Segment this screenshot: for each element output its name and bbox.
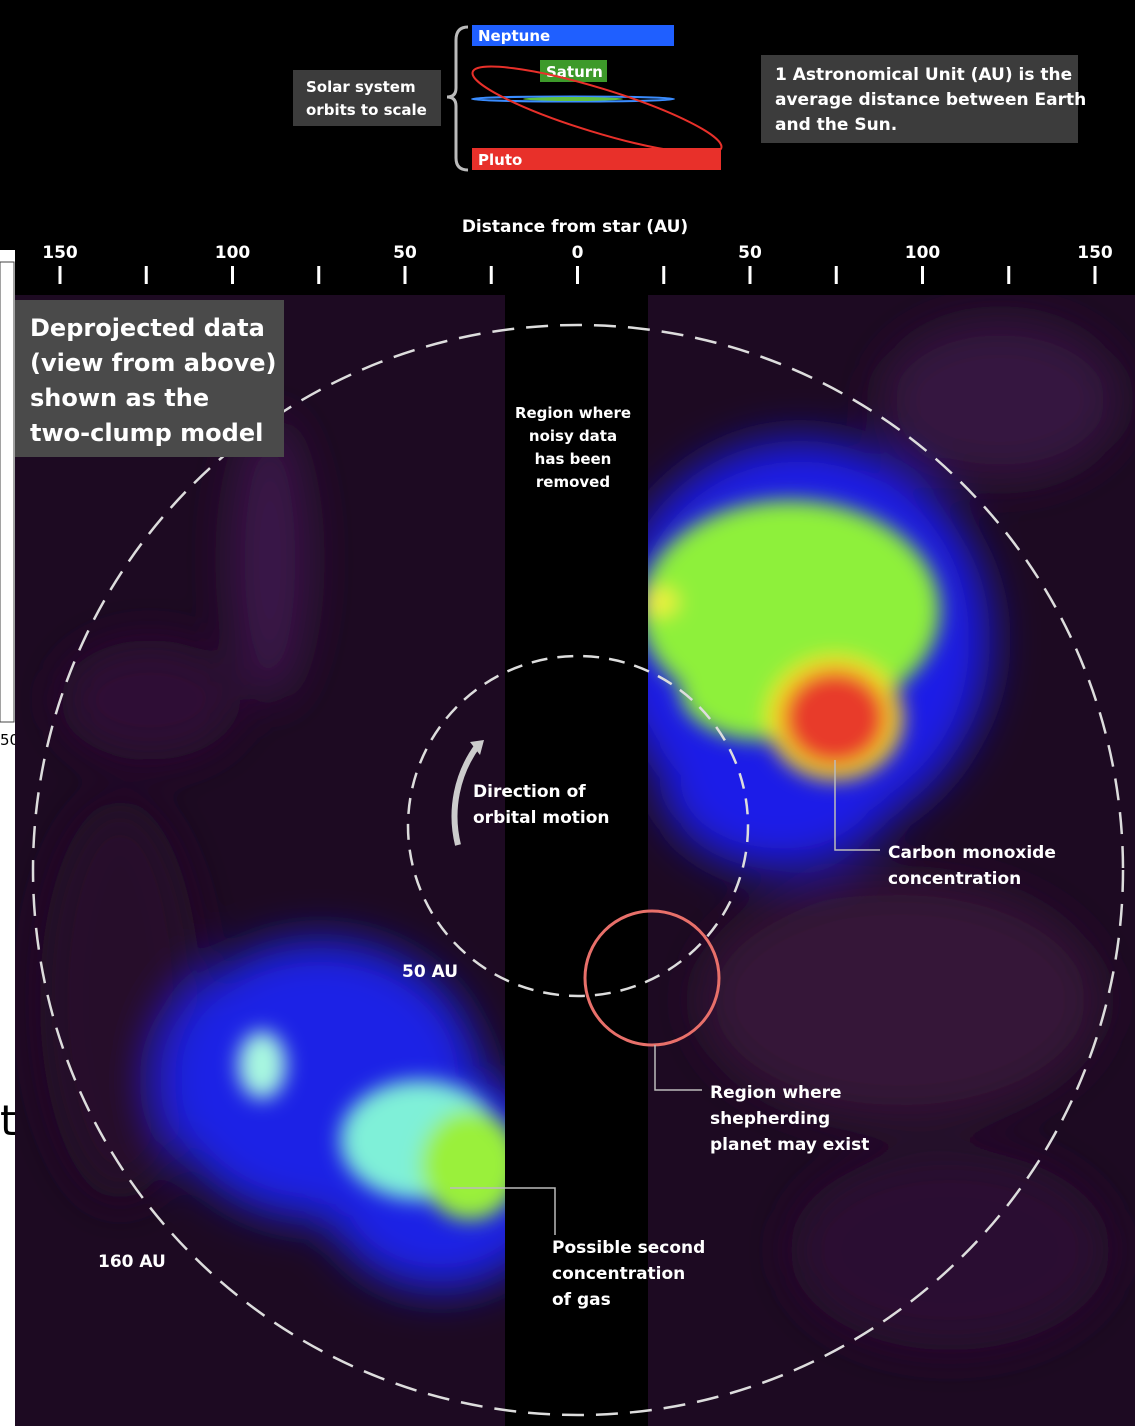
annotation-text: noisy data: [529, 427, 617, 445]
edge-text: 50: [0, 731, 19, 749]
pluto-bar: [472, 148, 721, 170]
planet-label: Neptune: [478, 27, 550, 45]
annotation-text: of gas: [552, 1290, 611, 1310]
annotation-text: shepherding: [710, 1109, 830, 1129]
tick-label: 50: [738, 243, 762, 263]
panel-title: Deprojected data: [30, 314, 265, 342]
annotation-text: Direction of: [473, 782, 586, 802]
annotation-text: Region where: [710, 1083, 842, 1103]
leader-line: [654, 1045, 702, 1091]
annotation-text: orbital motion: [473, 808, 610, 828]
annotation-text: has been: [535, 450, 612, 468]
annotations: Region where noisy data has been removed Dir…: [473, 404, 1056, 1310]
arrow-head: [470, 740, 484, 755]
note-text: and the Sun.: [775, 115, 897, 135]
ring-label: 50 AU: [402, 962, 458, 982]
neptune-bar: [472, 25, 674, 46]
annotation-text: Carbon monoxide: [888, 843, 1056, 863]
legend-label: orbits to scale: [306, 101, 427, 119]
noise-mask: [505, 295, 648, 1426]
neptune-orbit: [471, 95, 675, 103]
panel-title: shown as the: [30, 384, 209, 412]
brace: [446, 25, 469, 172]
inner-ring: [406, 654, 750, 998]
tick-label: 50: [393, 243, 417, 263]
annotation-text: planet may exist: [710, 1135, 869, 1155]
planet-label: Pluto: [478, 151, 522, 169]
tick-label: 100: [215, 243, 251, 263]
annotation-text: concentration: [888, 869, 1021, 889]
note-text: 1 Astronomical Unit (AU) is the: [775, 65, 1072, 85]
tick-label: 0: [572, 243, 584, 263]
axis: 150 100 50 0 50 100 150: [42, 243, 1113, 284]
planet-region: [583, 909, 721, 1047]
edge-box: [0, 261, 15, 723]
annotation-text: Possible second: [552, 1238, 705, 1258]
note-box: [761, 55, 1078, 143]
panel-box: [15, 300, 284, 457]
saturn-orbit: [523, 97, 623, 101]
legend-box: [293, 70, 441, 126]
outer-ring: [31, 323, 1125, 1417]
pluto-orbit: [471, 65, 723, 155]
annotation-text: Region where: [515, 404, 631, 422]
axis-title: Distance from star (AU): [462, 217, 688, 237]
leader-line: [450, 1187, 556, 1235]
motion-arrow: [451, 743, 481, 846]
note-text: average distance between Earth: [775, 90, 1086, 110]
annotation-text: removed: [536, 473, 610, 491]
annotation-text: concentration: [552, 1264, 685, 1284]
tick-label: 150: [42, 243, 78, 263]
planet-label: Saturn: [546, 63, 603, 81]
legend-label: Solar system: [306, 78, 416, 96]
leader-line: [834, 760, 880, 851]
edge-text: t: [0, 1096, 16, 1145]
tick-label: 100: [905, 243, 941, 263]
heatmap: [15, 295, 1135, 1426]
tick-label: 150: [1077, 243, 1113, 263]
panel-title: (view from above): [30, 349, 277, 377]
panel-title: two-clump model: [30, 419, 263, 447]
ring-label: 160 AU: [98, 1252, 166, 1272]
